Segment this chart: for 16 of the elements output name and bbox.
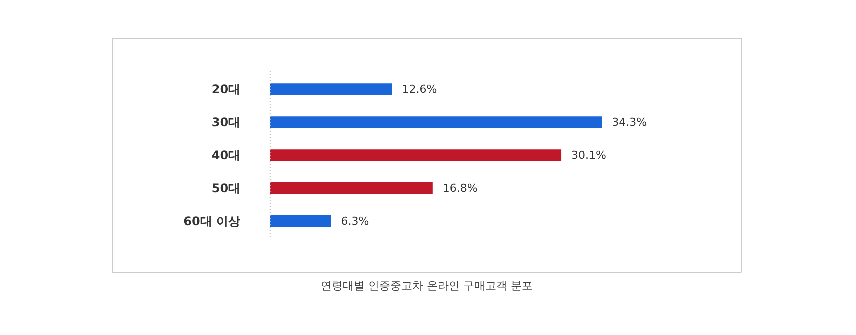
y-tick-label: 50대 bbox=[212, 181, 241, 196]
y-tick-label: 20대 bbox=[212, 82, 241, 97]
bar bbox=[270, 84, 392, 96]
data-label: 16.8% bbox=[442, 182, 478, 195]
bar bbox=[270, 150, 562, 162]
bar bbox=[270, 116, 602, 128]
data-label: 34.3% bbox=[612, 116, 648, 130]
bar bbox=[270, 182, 433, 194]
y-tick-label: 30대 bbox=[212, 116, 241, 130]
data-label: 6.3% bbox=[341, 214, 370, 228]
data-label: 30.1% bbox=[571, 149, 606, 162]
data-label: 12.6% bbox=[402, 83, 438, 96]
bar bbox=[270, 215, 332, 228]
y-tick-label: 40대 bbox=[212, 148, 241, 162]
text: 연령대별 인증중고차 온라인 구매고객 분포 bbox=[321, 280, 534, 292]
y-tick-label: 60대 이상 bbox=[184, 214, 241, 228]
